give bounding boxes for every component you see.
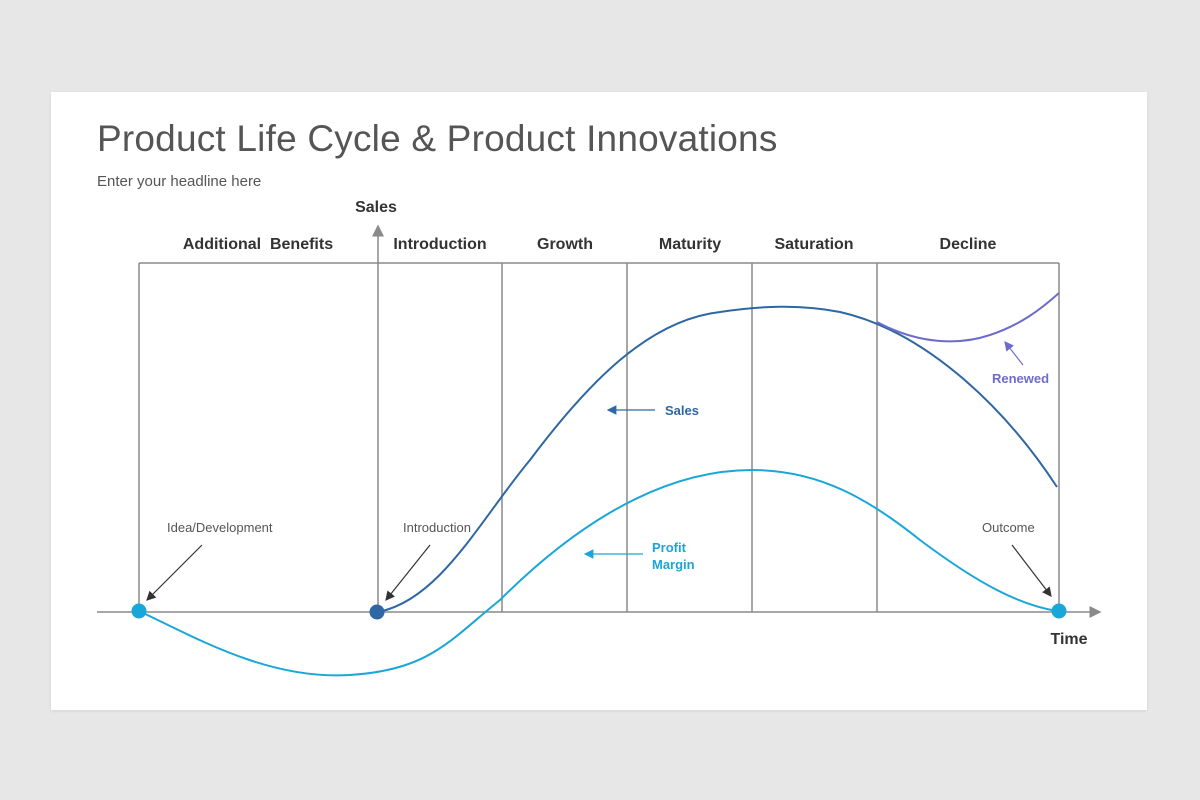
- x-axis-label: Time: [1050, 631, 1087, 648]
- introduction-label: Introduction: [403, 520, 471, 535]
- outcome-dot: [1051, 603, 1067, 619]
- profit-label-line2: Margin: [652, 557, 695, 572]
- outcome-arrow: [1011, 544, 1052, 597]
- introduction-dot: [369, 604, 385, 620]
- stage-label: Growth: [537, 236, 593, 253]
- profit-margin-curve: [138, 468, 1058, 677]
- stage-label: Maturity: [659, 236, 721, 253]
- sales-curve-label: Sales: [665, 403, 699, 418]
- stage-label: Introduction: [393, 236, 486, 253]
- page-subtitle: Enter your headline here: [97, 173, 262, 190]
- stage-label: Decline: [940, 236, 997, 253]
- outcome-label: Outcome: [982, 520, 1035, 535]
- renewed-curve: [876, 292, 1060, 343]
- introduction-arrow: [385, 544, 431, 601]
- page-title: Product Life Cycle & Product Innovations: [97, 118, 778, 159]
- stage-label: Saturation: [774, 236, 853, 253]
- slide: [51, 92, 1147, 710]
- sales-curve: [377, 305, 1058, 613]
- idea-arrow: [146, 544, 203, 601]
- idea-dot: [131, 603, 147, 619]
- stage-label: Additional Benefits: [183, 236, 333, 253]
- profit-label-line1: Profit: [652, 540, 687, 555]
- idea-label: Idea/Development: [167, 520, 273, 535]
- stage-grid: [138, 262, 1060, 612]
- y-axis-label: Sales: [355, 199, 397, 216]
- renewed-label: Renewed: [992, 371, 1049, 386]
- renewed-arrow: [1004, 341, 1024, 366]
